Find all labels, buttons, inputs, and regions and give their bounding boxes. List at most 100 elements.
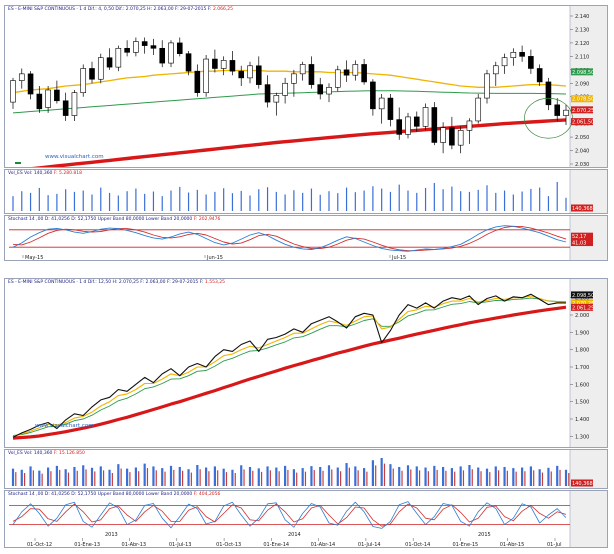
candle	[54, 89, 60, 102]
candle	[229, 60, 236, 72]
top-price-panel[interactable]: ES - E-MINI S&P CONTINUOUS · 1 d Dif.: 4…	[4, 5, 608, 168]
candle	[282, 82, 288, 96]
bottom-stoch-axis	[570, 491, 607, 547]
top-price-badge-bg	[571, 95, 593, 103]
candle	[168, 42, 174, 64]
top-volume-header-v1: 140,360	[33, 171, 53, 176]
top-stoch-badge-k-bg	[571, 239, 593, 247]
top-price-badge: 2.070,25	[572, 108, 594, 114]
candle	[343, 69, 350, 76]
bottom-price-ytick-label: 1.700	[575, 365, 589, 371]
candle	[115, 47, 122, 68]
bottom-price-ytick-label: 1.400	[575, 417, 589, 423]
candle	[264, 84, 271, 103]
bottom-price-badge: 2.070,25	[572, 301, 594, 307]
top-volume-panel[interactable]: Vol_ES Vol: 140,360 F: 5.280.818 140,368	[4, 169, 608, 214]
candle	[334, 69, 341, 88]
top-price-header-value: 2.066,25	[212, 7, 233, 12]
bottom-volume-badge-bg	[571, 479, 593, 487]
bottom-volume-header-label: Vol_ES Vol:	[8, 451, 33, 456]
bottom-price-chart[interactable]: 2.100 2.000 1.900 1.800 1.700 1.600 1.500 1.400…	[5, 279, 607, 447]
candle	[291, 73, 297, 84]
bottom-xtick-label: 01-Ene-14	[263, 542, 289, 547]
top-xtick-label: Jun-15	[206, 255, 223, 260]
candle	[62, 100, 69, 116]
top-stoch-panel[interactable]: Stochast 14 ,00 D: 41,0256 D: 52,1750 Up…	[4, 215, 608, 261]
candle	[238, 70, 245, 79]
candle	[212, 58, 218, 69]
top-stoch-header-lower: Lower Band 20,0000	[145, 217, 193, 222]
top-stoch-header-v1: 41,0256	[51, 217, 70, 222]
top-stoch-badge-k: 41,03	[572, 241, 586, 247]
top-price-ytick-label: 2.120	[575, 41, 589, 47]
candle	[185, 53, 192, 72]
candle	[475, 97, 482, 122]
candle	[36, 93, 43, 110]
year-label: 2015	[478, 532, 491, 538]
candle	[273, 95, 280, 103]
candle	[150, 45, 157, 49]
bottom-xtick-label: 01-Oct-14	[405, 542, 430, 547]
candle	[255, 65, 262, 85]
bottom-stoch-d-line	[12, 503, 567, 527]
candle	[449, 127, 455, 146]
candle	[484, 73, 490, 99]
candle	[422, 107, 429, 127]
top-xtick-label: May-15	[25, 255, 43, 260]
top-volume-badge-bg	[571, 204, 593, 212]
top-price-badge-bg	[571, 118, 593, 126]
candle	[159, 47, 166, 64]
top-price-chart[interactable]: 2.1402.1302.1202.1102.1002.0902.0802.070…	[5, 6, 607, 167]
candle	[141, 41, 148, 46]
bottom-stoch-header-label: Stochast 14 ,00 D:	[8, 492, 50, 497]
top-stoch-k-line	[12, 225, 567, 252]
bottom-price-badge: 2.098,50	[572, 293, 594, 299]
candle	[387, 97, 394, 120]
candle	[10, 80, 16, 103]
top-stoch-header-label: Stochast 14 ,00 D:	[8, 217, 50, 222]
bottom-volume-chart[interactable]: 140,368	[5, 450, 607, 488]
candle	[519, 52, 525, 57]
candle	[203, 58, 209, 93]
candle	[106, 57, 113, 68]
top-volume-badge: 140,368	[572, 206, 593, 212]
bottom-stoch-header-v2: D: 52,1750	[71, 492, 97, 497]
bottom-stoch-header: Stochast 14 ,00 D: 41,0256 D: 52,1750 Up…	[8, 492, 220, 497]
top-volume-header-v2: F: 5.280.818	[53, 171, 82, 176]
top-price-header-label: ES - E-MINI S&P CONTINUOUS · 1 d Dif.: 4…	[8, 7, 212, 12]
bottom-price-ytick-label: 1.500	[575, 400, 589, 406]
candle	[528, 56, 534, 69]
top-volume-header-label: Vol_ES Vol:	[8, 171, 33, 176]
top-stoch-d-line	[12, 225, 567, 252]
bottom-price-ytick-label: 1.600	[575, 382, 589, 388]
candle	[326, 87, 332, 95]
top-price-series-1	[12, 90, 567, 114]
top-price-badge: 2.061,50	[572, 120, 594, 126]
top-volume-chart[interactable]: 140,368	[5, 170, 607, 213]
bottom-stoch-header-lower: Lower Band 20,0000	[145, 492, 193, 497]
bottom-stoch-chart[interactable]: 2013 2014 2015 01-Oct-12 01-Ene-13 01-Abr-13 0…	[5, 491, 607, 547]
bottom-price-series-3	[12, 305, 567, 440]
top-stoch-header-v3: F: 202,9476	[193, 217, 221, 222]
candle	[124, 47, 130, 53]
top-price-header: ES - E-MINI S&P CONTINUOUS · 1 d Dif.: 4…	[8, 7, 233, 12]
candle	[194, 70, 201, 93]
candle	[431, 107, 438, 143]
bottom-price-panel[interactable]: ES - E-MINI S&P CONTINUOUS · 1 d Dif.: 1…	[4, 278, 608, 448]
bottom-volume-panel[interactable]: Vol_ES Vol: 140,360 F: 15.126.850 140,36…	[4, 449, 608, 489]
bottom-stoch-header-v1: 41,0256	[51, 492, 70, 497]
candle	[361, 64, 367, 83]
bottom-price-header-label: ES - E-MINI S&P CONTINUOUS · 1 d Dif.: 1…	[8, 280, 204, 285]
bottom-stoch-panel[interactable]: Stochast 14 ,00 D: 41,0256 D: 52,1750 Up…	[4, 490, 608, 548]
top-price-series-2	[31, 118, 567, 167]
candle	[457, 130, 464, 146]
bottom-price-header: ES - E-MINI S&P CONTINUOUS · 1 d Dif.: 1…	[8, 280, 225, 285]
top-volume-header: Vol_ES Vol: 140,360 F: 5.280.818	[8, 171, 82, 176]
candle	[89, 68, 95, 80]
bottom-price-series-2	[12, 297, 567, 436]
top-price-badge-bg	[571, 106, 593, 114]
top-price-badge: 2.078,50	[572, 97, 594, 103]
top-stoch-badge-d: 52,17	[572, 234, 586, 240]
top-price-badge-bg	[571, 68, 593, 76]
